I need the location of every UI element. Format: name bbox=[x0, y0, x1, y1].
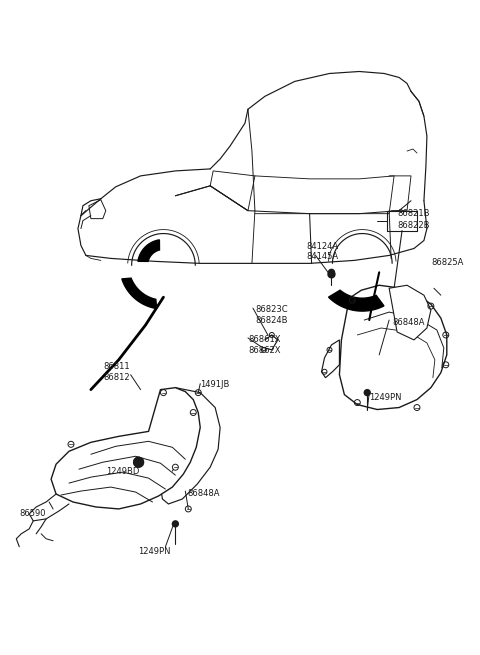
Text: 86824B: 86824B bbox=[255, 316, 288, 325]
Polygon shape bbox=[328, 290, 384, 311]
Text: 86590: 86590 bbox=[19, 509, 46, 518]
Polygon shape bbox=[389, 285, 431, 340]
Text: 86848A: 86848A bbox=[392, 318, 425, 327]
Circle shape bbox=[172, 521, 179, 527]
Text: 1249PN: 1249PN bbox=[139, 547, 171, 555]
Text: 1249BD: 1249BD bbox=[106, 467, 139, 476]
Text: 86848A: 86848A bbox=[187, 489, 220, 498]
Text: 86812: 86812 bbox=[104, 373, 131, 382]
Circle shape bbox=[133, 457, 144, 467]
Polygon shape bbox=[51, 388, 200, 509]
Polygon shape bbox=[160, 388, 220, 504]
Text: 84124A: 84124A bbox=[307, 242, 339, 250]
Text: 86823C: 86823C bbox=[255, 305, 288, 314]
Polygon shape bbox=[339, 285, 447, 409]
Polygon shape bbox=[138, 240, 159, 261]
Circle shape bbox=[328, 269, 335, 275]
Text: 84145A: 84145A bbox=[307, 252, 339, 261]
Circle shape bbox=[364, 390, 370, 396]
Text: 86811: 86811 bbox=[104, 362, 131, 371]
Text: 86825A: 86825A bbox=[431, 259, 463, 267]
Text: 86822B: 86822B bbox=[397, 221, 430, 230]
Text: 1491JB: 1491JB bbox=[200, 380, 229, 388]
Circle shape bbox=[328, 271, 335, 278]
Text: 86821B: 86821B bbox=[397, 209, 430, 217]
Text: 86861X: 86861X bbox=[248, 335, 280, 344]
Polygon shape bbox=[322, 340, 339, 378]
Polygon shape bbox=[122, 278, 156, 309]
Text: 1249PN: 1249PN bbox=[369, 392, 402, 402]
Text: 86862X: 86862X bbox=[248, 346, 280, 355]
